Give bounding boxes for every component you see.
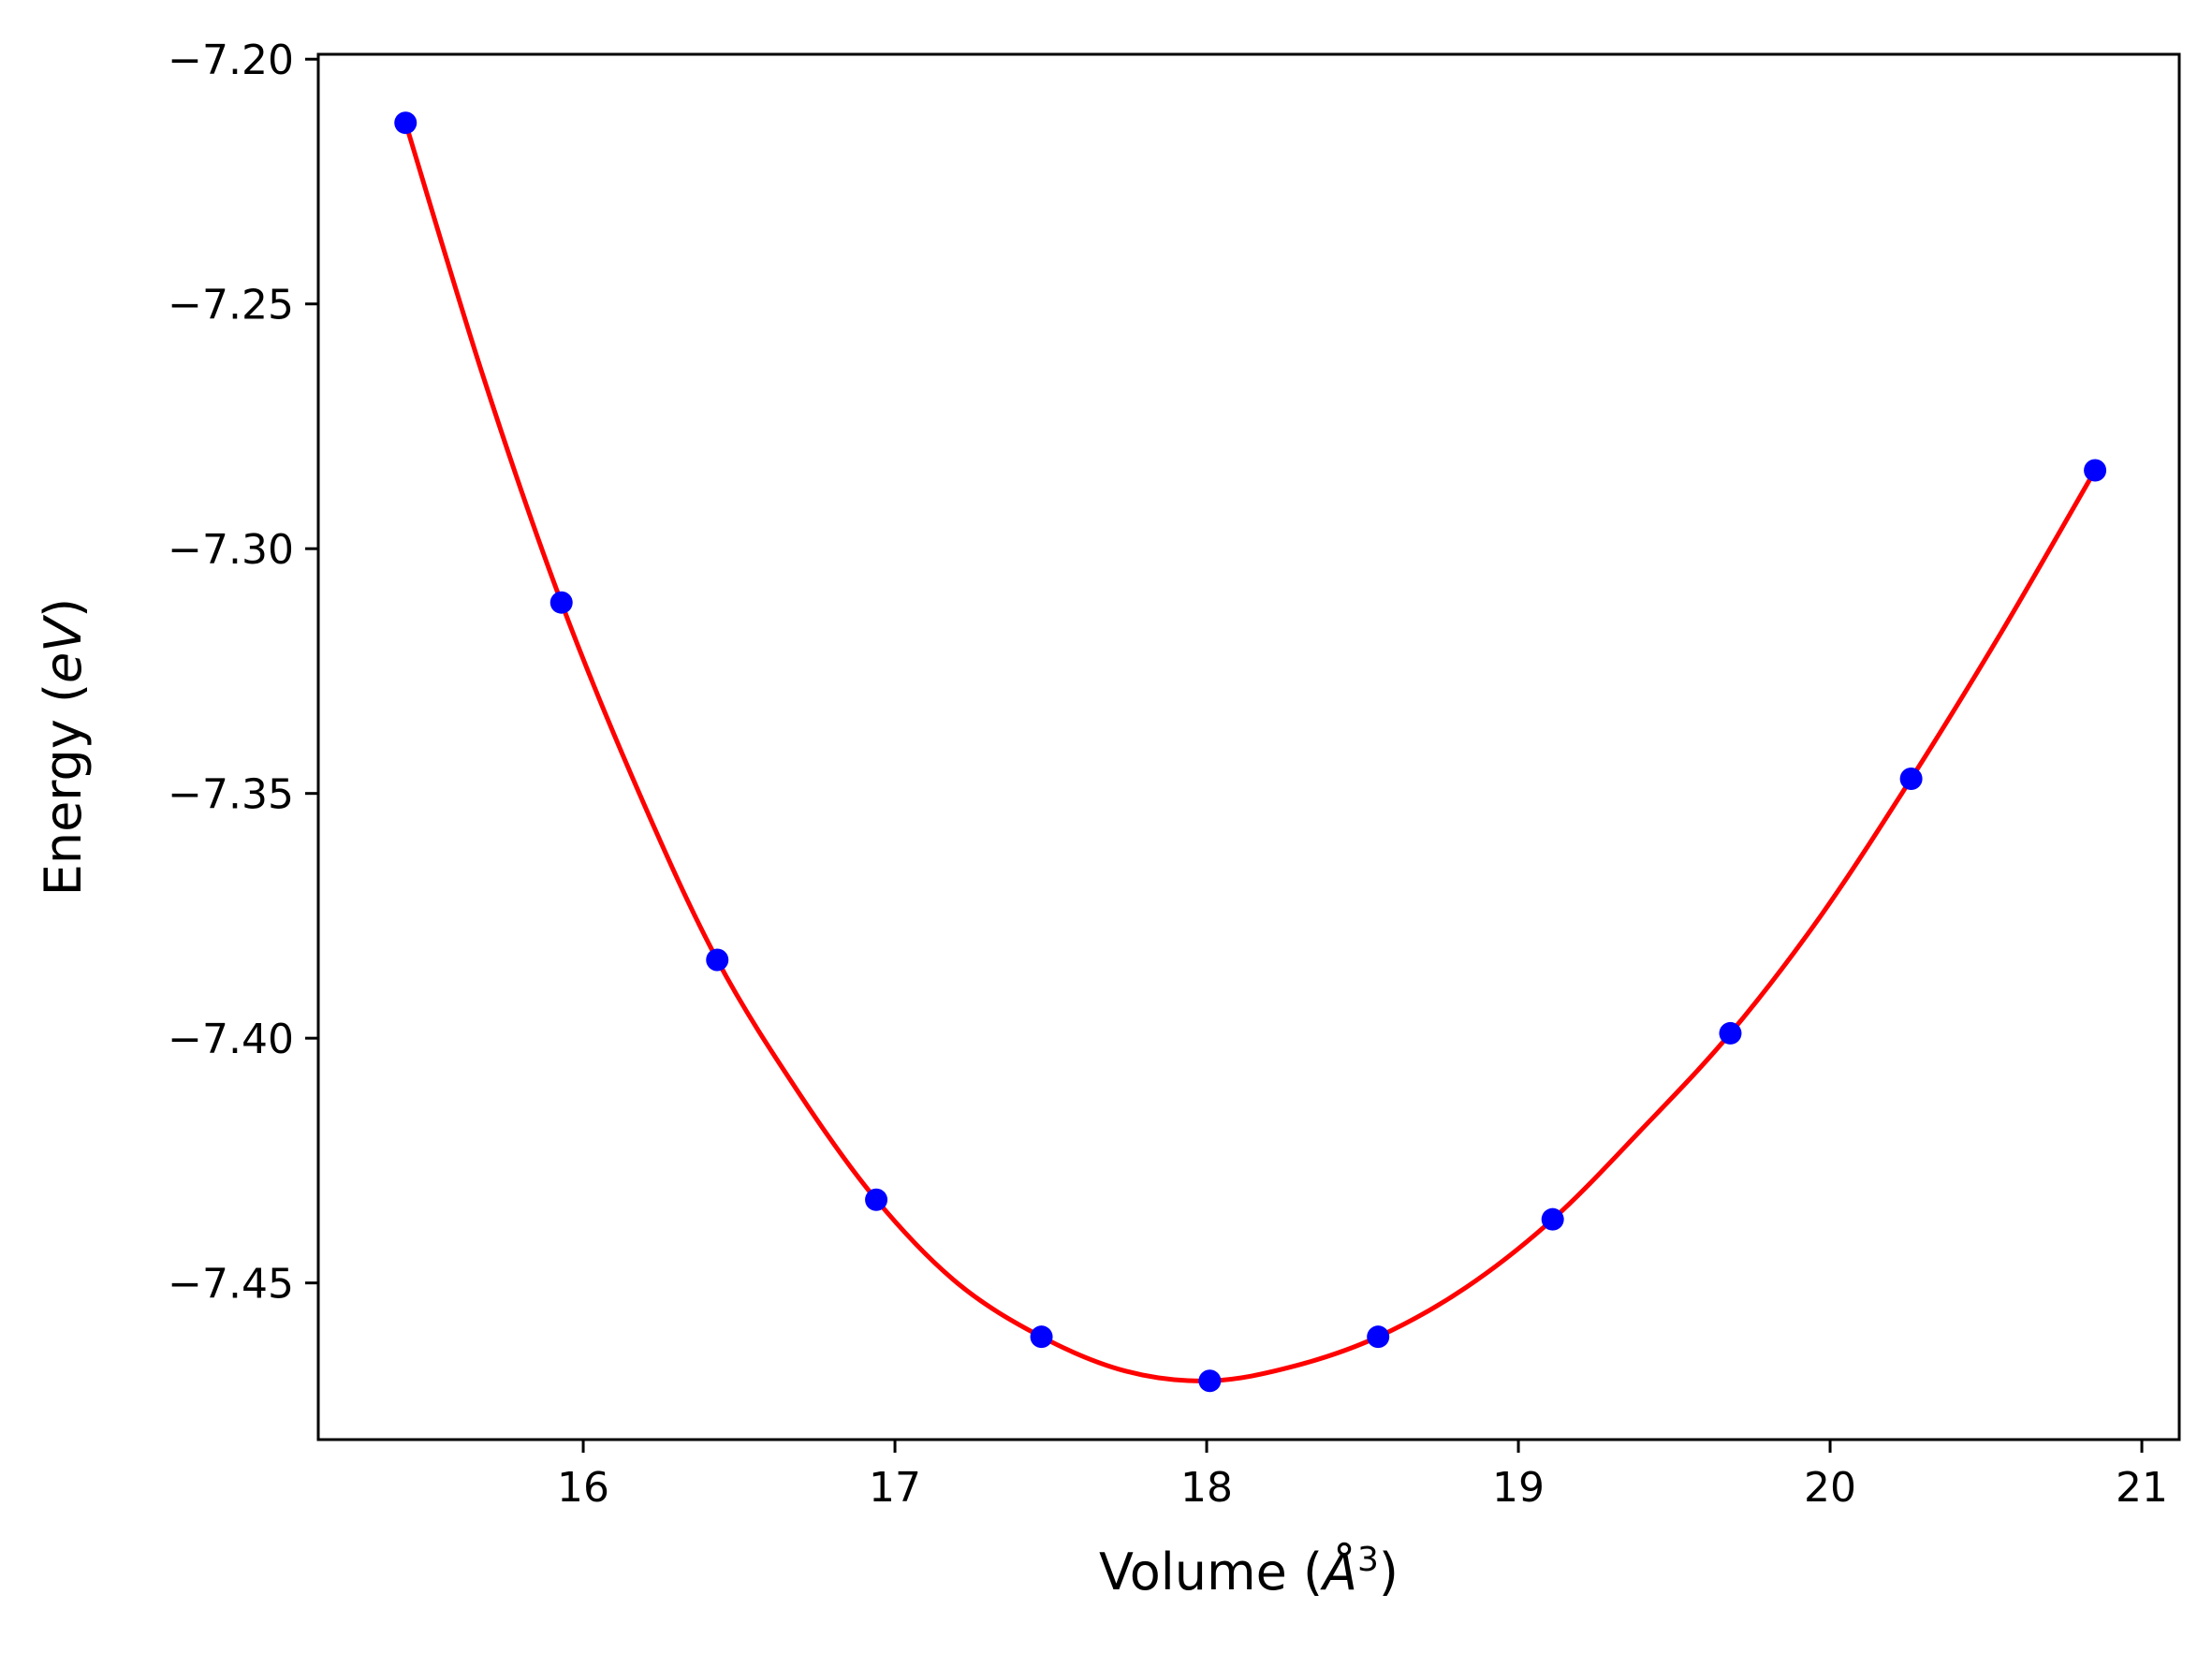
x-tick-label: 20	[1804, 1464, 1856, 1512]
series-layer	[394, 111, 2107, 1393]
data-point	[1367, 1325, 1390, 1349]
plot-frame	[316, 52, 2181, 1441]
y-tick-label: −7.20	[168, 37, 294, 84]
x-tick-label: 21	[2116, 1464, 2168, 1512]
y-tick-label: −7.25	[168, 282, 294, 329]
y-tick-label: −7.30	[168, 526, 294, 574]
fit-curve-line	[403, 122, 2098, 1383]
data-point	[1899, 767, 1923, 790]
x-tick-label: 17	[869, 1464, 921, 1512]
x-axis-label: Volume (Å3)	[1099, 1541, 1399, 1602]
data-point	[706, 948, 729, 972]
x-tick-label: 19	[1492, 1464, 1545, 1512]
data-point	[1030, 1325, 1053, 1349]
tick-layer: 16 17 18 19 20 21 −7.20 −7.25 −7.30 −7.35 −7.40 −7.…	[168, 37, 2168, 1512]
y-tick-label: −7.45	[168, 1261, 294, 1309]
y-tick-label: −7.40	[168, 1016, 294, 1063]
x-tick-label: 18	[1180, 1464, 1233, 1512]
data-point	[2084, 459, 2107, 482]
data-point	[865, 1188, 888, 1211]
data-point	[1541, 1207, 1564, 1231]
data-point	[394, 111, 417, 135]
x-tick-label: 16	[557, 1464, 609, 1512]
y-axis-label: Energy (eV)	[34, 598, 93, 897]
y-tick-label: −7.35	[168, 771, 294, 819]
data-point	[1198, 1369, 1222, 1393]
data-point	[1719, 1021, 1742, 1045]
data-point	[549, 591, 573, 614]
